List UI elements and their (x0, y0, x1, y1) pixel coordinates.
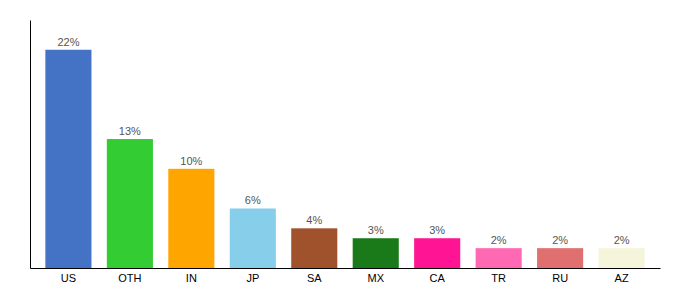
x-tick: SA (307, 272, 322, 284)
data-label: 22% (57, 36, 79, 48)
bar (291, 228, 337, 268)
data-label: 6% (245, 194, 261, 206)
y-axis-line (30, 21, 31, 269)
bar (414, 238, 460, 268)
data-label: 13% (119, 125, 141, 137)
x-tick-label: TR (491, 272, 506, 284)
x-tick-label: JP (246, 272, 259, 284)
x-tick: US (61, 272, 76, 284)
x-tick: IN (186, 272, 197, 284)
data-label: 4% (306, 214, 322, 226)
bar (476, 248, 522, 268)
x-tick-label: MX (367, 272, 384, 284)
x-tick: TR (491, 272, 506, 284)
chart: US OTH IN JP SA MX CA TR RU AZ 22% 13% 10% 6% 4% 3% 3% 2%… (0, 0, 680, 300)
bar (353, 238, 399, 268)
data-labels: 22% 13% 10% 6% 4% 3% 3% 2% 2% 2% (57, 36, 629, 246)
bar (45, 50, 91, 268)
x-tick-label: RU (552, 272, 568, 284)
bar (537, 248, 583, 268)
plot: US OTH IN JP SA MX CA TR RU AZ 22% 13% 10% 6% 4% 3% 3% 2%… (31, 21, 661, 284)
data-label: 2% (491, 234, 507, 246)
x-tick: AZ (615, 272, 629, 284)
x-tick: OTH (118, 272, 141, 284)
x-tick-label: SA (307, 272, 322, 284)
data-label: 3% (429, 224, 445, 236)
bar (230, 208, 276, 268)
x-tick-label: OTH (118, 272, 141, 284)
bars (45, 50, 644, 268)
bar (599, 248, 645, 268)
data-label: 3% (368, 224, 384, 236)
bar (107, 139, 153, 268)
x-tick: MX (367, 272, 384, 284)
data-label: 2% (614, 234, 630, 246)
x-tick-label: AZ (615, 272, 629, 284)
x-tick-label: CA (430, 272, 446, 284)
x-tick: CA (430, 272, 446, 284)
x-tick-label: IN (186, 272, 197, 284)
x-tick: JP (246, 272, 259, 284)
data-label: 2% (552, 234, 568, 246)
y-axis (30, 21, 31, 269)
x-tick-label: US (61, 272, 76, 284)
data-label: 10% (180, 155, 202, 167)
x-axis: US OTH IN JP SA MX CA TR RU AZ (31, 269, 661, 284)
bar (168, 169, 214, 268)
x-axis-line (31, 268, 661, 269)
x-tick: RU (552, 272, 568, 284)
